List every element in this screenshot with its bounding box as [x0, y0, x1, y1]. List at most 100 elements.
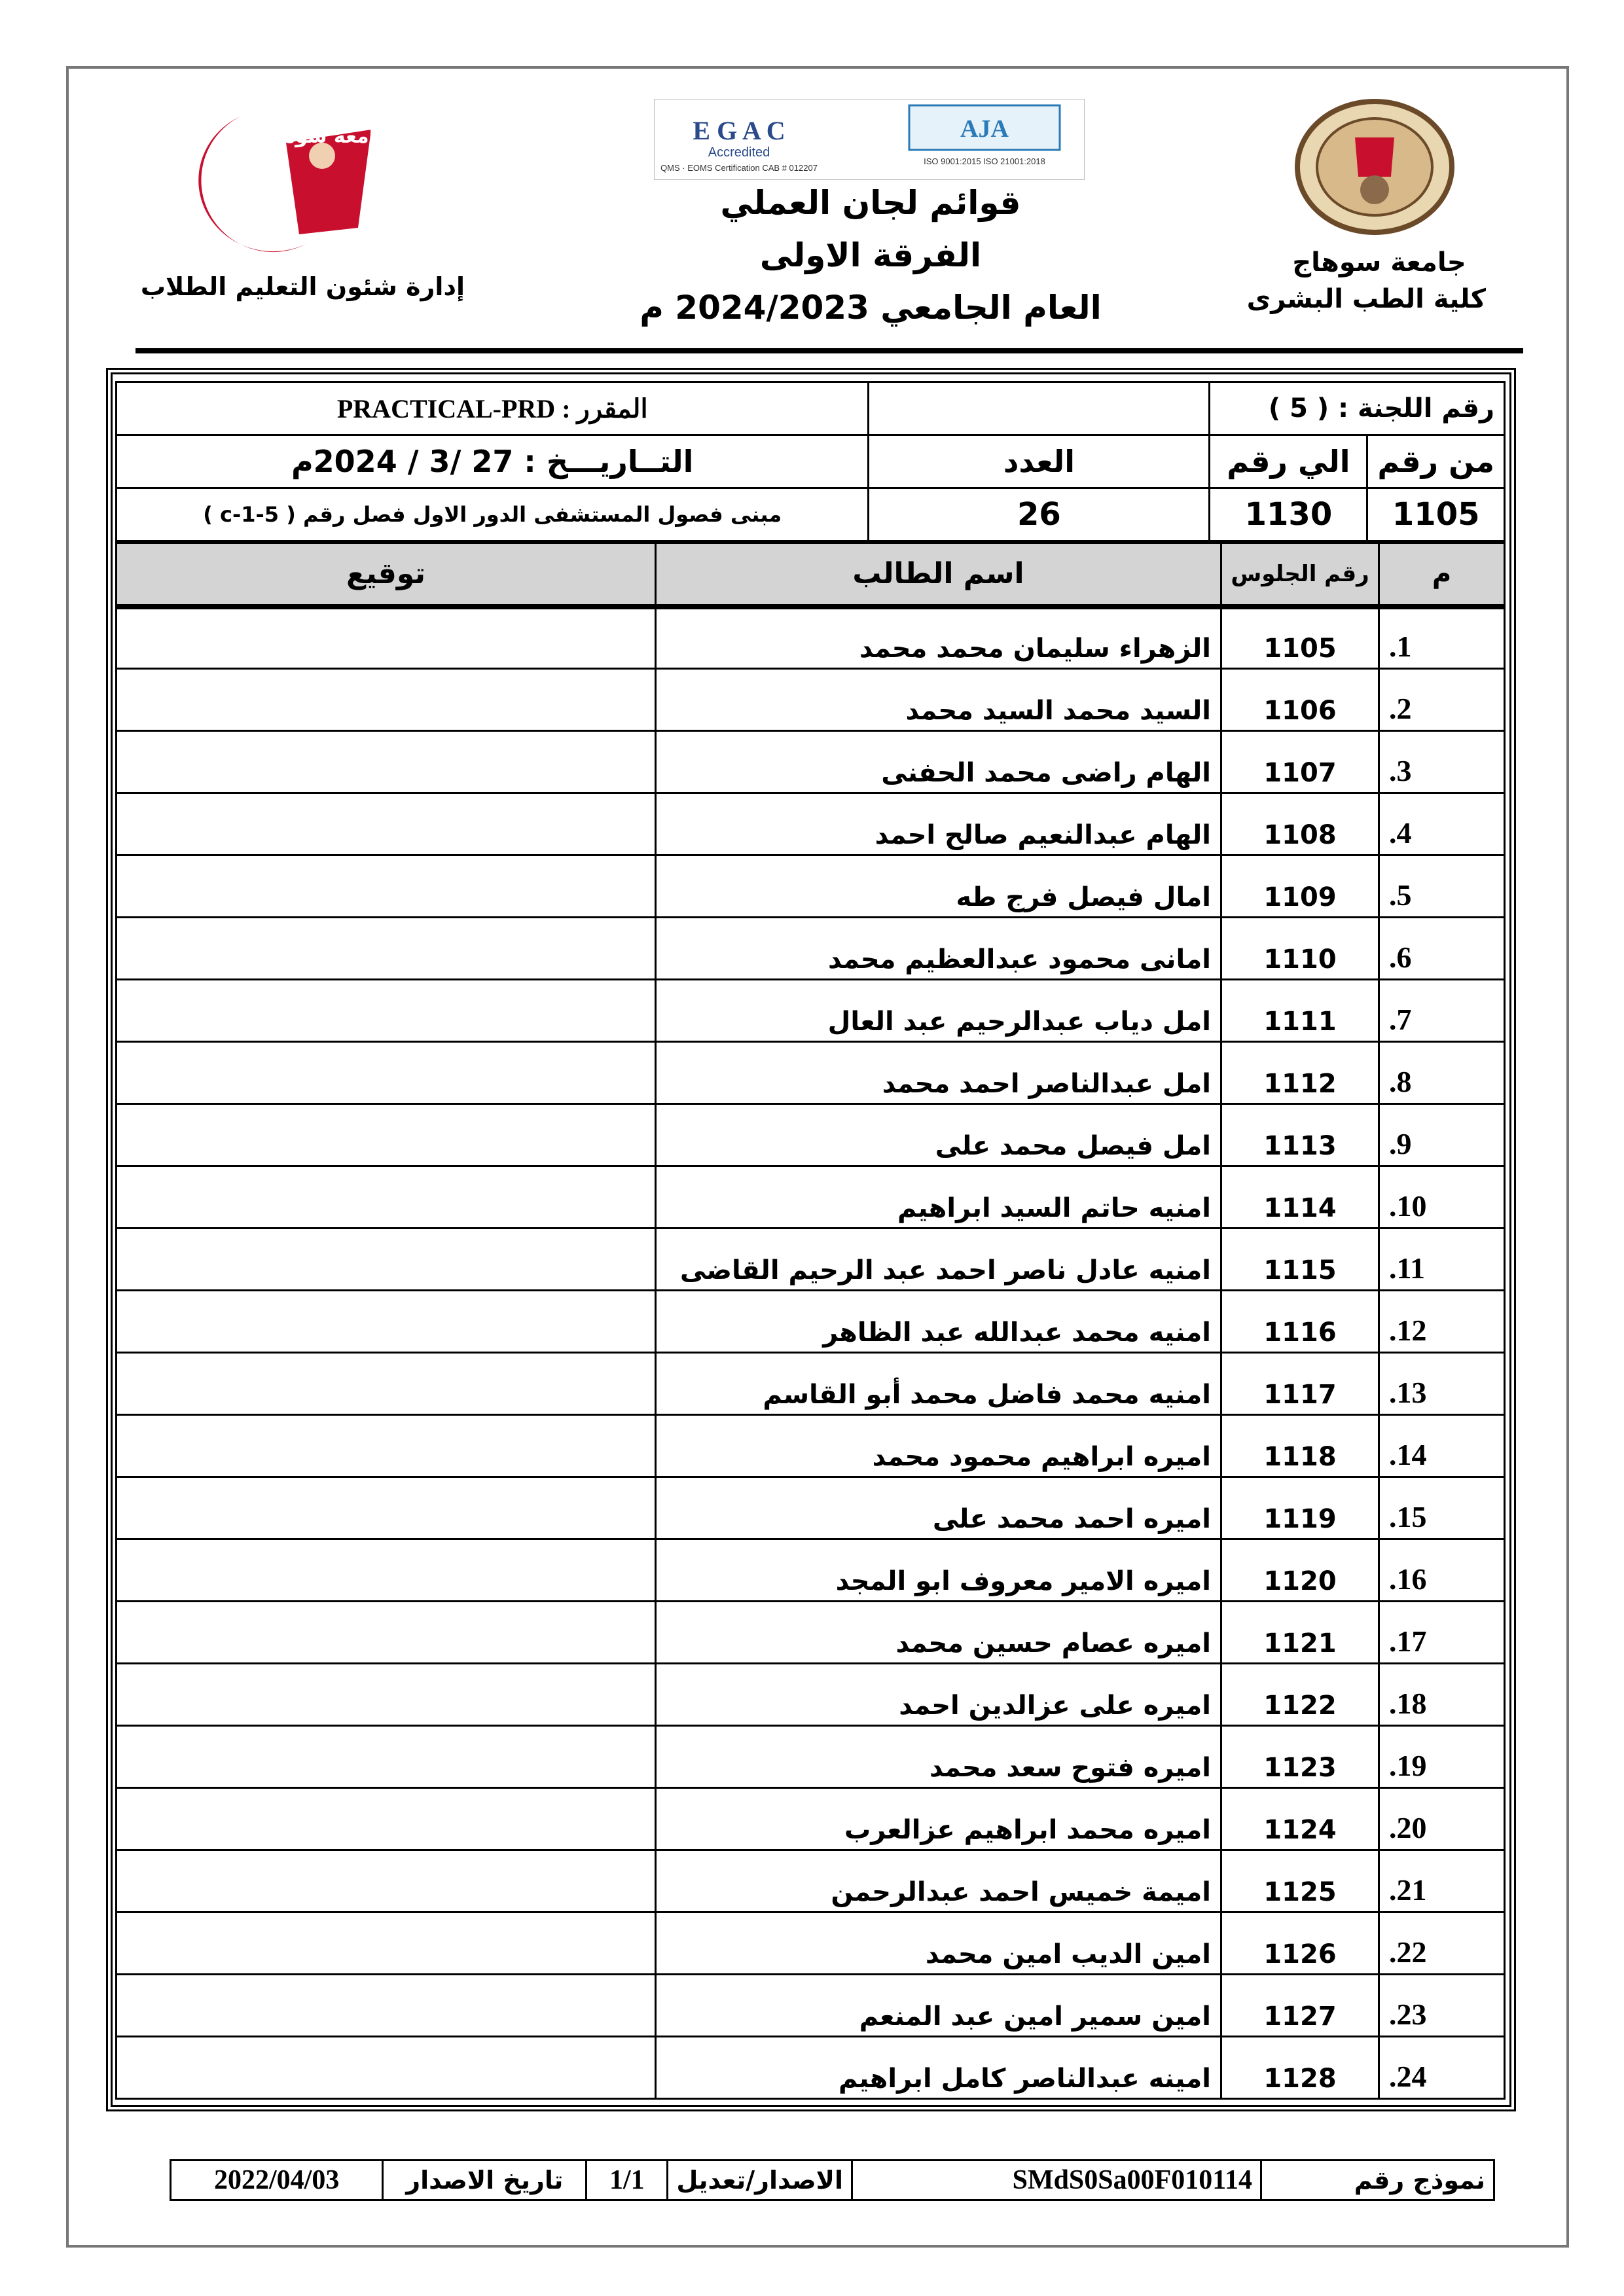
svg-text:Accredited: Accredited [708, 145, 770, 160]
table-row: .23 1127 امين سمير امين عبد المنعم [115, 1973, 1506, 2037]
table-row: .22 1126 امين الديب امين محمد [115, 1911, 1506, 1975]
student-name: امين الديب امين محمد [655, 1911, 1222, 1975]
row-index: .10 [1378, 1165, 1506, 1229]
seat-number: 1120 [1220, 1538, 1380, 1602]
student-name: الهام راضى محمد الحفنى [655, 730, 1222, 794]
table-row: .17 1121 اميره عصام حسين محمد [115, 1600, 1506, 1664]
table-row: .9 1113 امل فيصل محمد على [115, 1103, 1506, 1167]
student-name: امنيه محمد عبدالله عبد الظاهر [655, 1289, 1222, 1354]
student-name: امل عبدالناصر احمد محمد [655, 1041, 1222, 1105]
to-label: الي رقم [1208, 434, 1369, 489]
count-label: العدد [867, 434, 1211, 489]
svg-text:ISO 9001:2015 ISO 21001:2018: ISO 9001:2015 ISO 21001:2018 [924, 156, 1045, 166]
page-border [66, 66, 1569, 2248]
version-value: 1/1 [585, 2159, 669, 2201]
signature-cell [115, 1538, 657, 1602]
issue-date: 2022/04/03 [169, 2159, 384, 2201]
student-name: اميره الامير معروف ابو المجد [655, 1538, 1222, 1602]
student-name: اميمة خميس احمد عبدالرحمن [655, 1849, 1222, 1913]
student-name: امل دياب عبدالرحيم عبد العال [655, 978, 1222, 1043]
seat-number: 1118 [1220, 1414, 1380, 1478]
signature-cell [115, 1289, 657, 1354]
faculty-logo: جامعة سوهاج [198, 117, 391, 253]
signature-cell [115, 2036, 657, 2100]
signature-cell [115, 1911, 657, 1975]
row-index: .13 [1378, 1352, 1506, 1416]
seat-number: 1106 [1220, 668, 1380, 732]
student-name: امينه عبدالناصر كامل ابراهيم [655, 2036, 1222, 2100]
row-index: .15 [1378, 1476, 1506, 1540]
form-number-label: نموذج رقم [1260, 2159, 1495, 2201]
seat-number: 1128 [1220, 2036, 1380, 2100]
from-value: 1105 [1366, 487, 1506, 542]
seat-number: 1115 [1220, 1227, 1380, 1291]
signature-cell [115, 1849, 657, 1913]
row-index: .11 [1378, 1227, 1506, 1291]
row-index: .2 [1378, 668, 1506, 732]
row-index: .24 [1378, 2036, 1506, 2100]
signature-cell [115, 730, 657, 794]
committee-info-table: رقم اللجنة : ( 5 ) المقرر : PRACTICAL-PR… [115, 381, 1506, 542]
signature-cell [115, 1103, 657, 1167]
table-row: .12 1116 امنيه محمد عبدالله عبد الظاهر [115, 1289, 1506, 1354]
row-index: .12 [1378, 1289, 1506, 1354]
signature-cell [115, 792, 657, 856]
signature-cell [115, 668, 657, 732]
header-signature: توقيع [115, 542, 657, 609]
signature-cell [115, 1165, 657, 1229]
table-row: .10 1114 امنيه حاتم السيد ابراهيم [115, 1165, 1506, 1229]
university-seal-logo [1295, 99, 1454, 235]
exam-location: مبنى فصول المستشفى الدور الاول فصل رقم (… [115, 487, 870, 542]
svg-text:QMS · EOMS Certification CAB #: QMS · EOMS Certification CAB # 012207 [660, 163, 818, 173]
table-row: .19 1123 اميره فتوح سعد محمد [115, 1725, 1506, 1789]
issue-date-label: تاريخ الاصدار [382, 2159, 588, 2201]
row-index: .23 [1378, 1973, 1506, 2037]
count-value: 26 [867, 487, 1211, 542]
student-name: اميره فتوح سعد محمد [655, 1725, 1222, 1789]
row-index: .22 [1378, 1911, 1506, 1975]
row-index: .18 [1378, 1662, 1506, 1727]
row-index: .5 [1378, 854, 1506, 918]
seat-number: 1117 [1220, 1352, 1380, 1416]
signature-cell [115, 1600, 657, 1664]
row-index: .4 [1378, 792, 1506, 856]
accreditation-logos: E G A C Accredited QMS · EOMS Certificat… [654, 99, 1085, 180]
row-index: .3 [1378, 730, 1506, 794]
student-name: امانى محمود عبدالعظيم محمد [655, 916, 1222, 980]
seat-number: 1109 [1220, 854, 1380, 918]
student-name: اميره عصام حسين محمد [655, 1600, 1222, 1664]
svg-text:جامعة سوهاج: جامعة سوهاج [260, 125, 390, 148]
row-index: .16 [1378, 1538, 1506, 1602]
seat-number: 1111 [1220, 978, 1380, 1043]
seat-number: 1112 [1220, 1041, 1380, 1105]
committee-number: رقم اللجنة : ( 5 ) [1208, 381, 1506, 436]
table-row: .11 1115 امنيه عادل ناصر احمد عبد الرحيم ا… [115, 1227, 1506, 1291]
table-row: .21 1125 اميمة خميس احمد عبدالرحمن [115, 1849, 1506, 1913]
table-row: .15 1119 اميره احمد محمد على [115, 1476, 1506, 1540]
student-name: امنيه حاتم السيد ابراهيم [655, 1165, 1222, 1229]
table-row: .5 1109 امال فيصل فرج طه [115, 854, 1506, 918]
row-index: .8 [1378, 1041, 1506, 1105]
title-line-3: العام الجامعي 2024/2023 م [640, 289, 1102, 327]
row-index: .7 [1378, 978, 1506, 1043]
seat-number: 1124 [1220, 1787, 1380, 1851]
university-name: جامعة سوهاج [1292, 247, 1466, 278]
signature-cell [115, 1352, 657, 1416]
seat-number: 1122 [1220, 1662, 1380, 1727]
table-row: .6 1110 امانى محمود عبدالعظيم محمد [115, 916, 1506, 980]
row-index: .19 [1378, 1725, 1506, 1789]
table-row: .20 1124 اميره محمد ابراهيم عزالعرب [115, 1787, 1506, 1851]
seat-number: 1114 [1220, 1165, 1380, 1229]
signature-cell [115, 1476, 657, 1540]
row-index: .6 [1378, 916, 1506, 980]
version-label: الاصدار/تعديل [666, 2159, 853, 2201]
row-index: .1 [1378, 605, 1506, 670]
signature-cell [115, 1787, 657, 1851]
student-name: امين سمير امين عبد المنعم [655, 1973, 1222, 2037]
seat-number: 1119 [1220, 1476, 1380, 1540]
student-name: امنيه محمد فاضل محمد أبو القاسم [655, 1352, 1222, 1416]
svg-text:AJA: AJA [960, 115, 1009, 143]
student-name: امنيه عادل ناصر احمد عبد الرحيم القاضى [655, 1227, 1222, 1291]
student-name: امل فيصل محمد على [655, 1103, 1222, 1167]
students-table: م رقم الجلوس اسم الطالب توقيع .1 1105 الزه… [115, 542, 1506, 2100]
